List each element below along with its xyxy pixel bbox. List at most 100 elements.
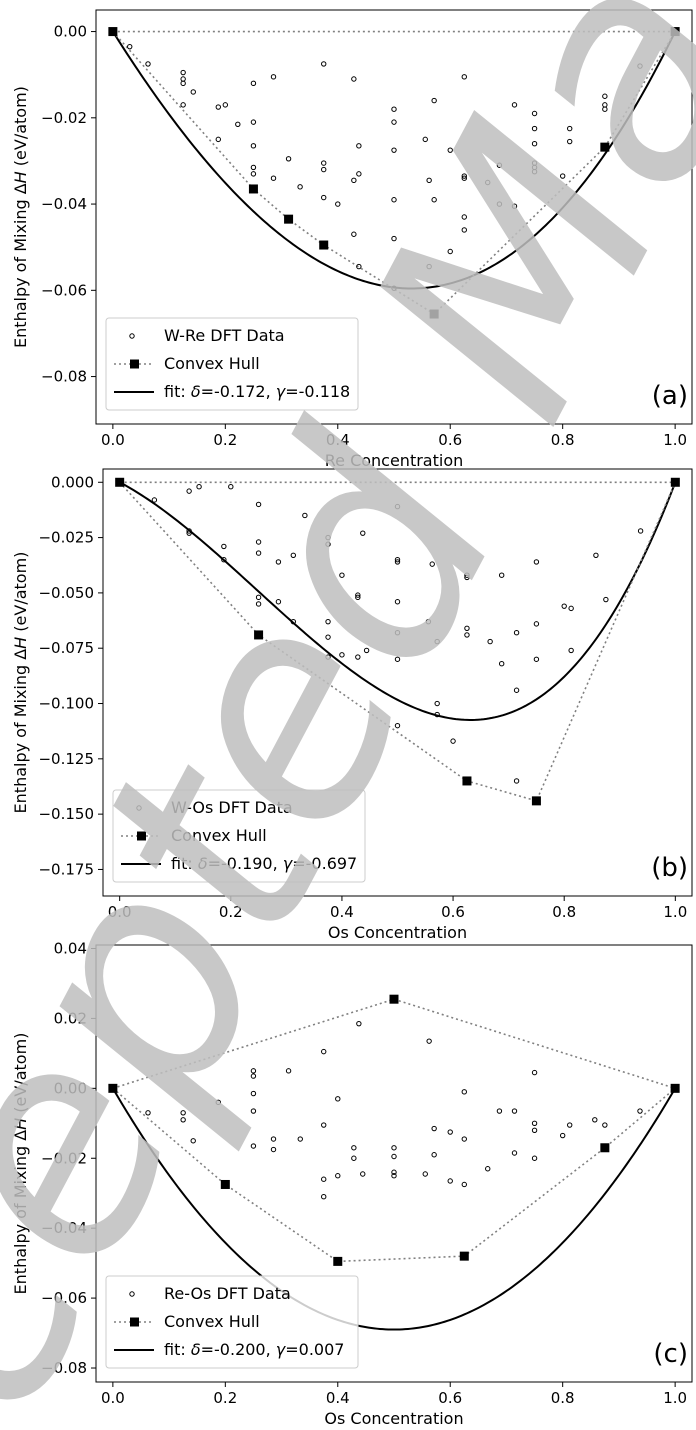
dft-data-point — [426, 1038, 432, 1044]
dft-data-point — [394, 630, 401, 636]
legend-label-fit: fit: δ=-0.172, γ=-0.118 — [164, 382, 350, 401]
dft-data-point — [222, 102, 229, 108]
dft-data-point — [394, 722, 401, 729]
y-tick-label: 0.02 — [54, 1009, 87, 1027]
dft-data-point — [180, 1117, 186, 1123]
x-tick-label: 0.6 — [438, 431, 462, 449]
dft-data-point — [250, 1068, 257, 1074]
y-tick-label: −0.06 — [41, 281, 87, 299]
dft-data-point — [321, 1122, 327, 1128]
y-tick-label: −0.02 — [41, 1149, 87, 1167]
x-tick-label: 0.8 — [551, 1389, 575, 1407]
x-tick-label: 0.6 — [438, 1389, 462, 1407]
dft-data-point — [461, 175, 467, 181]
dft-data-point — [461, 1136, 467, 1142]
y-tick-label: 0.00 — [54, 1079, 87, 1097]
dft-data-point — [321, 1194, 327, 1200]
legend-label-dft: W-Re DFT Data — [164, 326, 285, 345]
x-axis-label: Re Concentration — [325, 451, 464, 470]
dft-data-point — [180, 102, 186, 108]
dft-data-point — [513, 687, 520, 693]
y-axis-label: Enthalpy of Mixing ΔH (eV/atom) — [11, 86, 30, 348]
dft-data-point — [426, 177, 432, 184]
dft-data-point — [290, 552, 297, 558]
dft-data-point — [335, 1173, 341, 1179]
dft-data-point — [391, 147, 397, 153]
dft-data-point — [464, 632, 470, 638]
dft-data-point — [270, 175, 277, 181]
dft-data-point — [302, 512, 308, 519]
plot-frame — [95, 944, 693, 1383]
dft-data-point — [321, 160, 327, 166]
convex-hull-marker — [600, 142, 610, 152]
x-tick-label: 0.6 — [441, 903, 465, 921]
dft-data-point — [180, 69, 186, 76]
panel-label: (a) — [652, 381, 688, 411]
x-tick-label: 0.0 — [101, 1389, 125, 1407]
fit-curve — [112, 1087, 676, 1331]
dft-data-point — [275, 599, 282, 605]
dft-data-point — [391, 106, 397, 112]
dft-data-point — [394, 599, 401, 605]
y-tick-label: −0.175 — [38, 860, 94, 878]
dft-data-point — [270, 1146, 277, 1153]
dft-data-point — [559, 173, 566, 179]
dft-data-point — [602, 93, 608, 99]
dft-data-point — [391, 119, 397, 125]
dft-data-point — [592, 1117, 598, 1123]
dft-data-point — [602, 106, 608, 112]
dft-data-point — [391, 1145, 397, 1151]
dft-data-point — [511, 1108, 518, 1114]
dft-data-point — [290, 618, 297, 625]
convex-hull-marker — [248, 184, 258, 194]
dft-data-point — [434, 711, 440, 718]
dft-data-point — [351, 76, 357, 82]
dft-data-point — [511, 1150, 518, 1156]
y-tick-label: −0.02 — [41, 109, 87, 127]
dft-data-point — [325, 654, 331, 660]
y-tick-label: −0.04 — [41, 1219, 87, 1237]
dft-data-point — [394, 559, 401, 565]
legend-label-fit: fit: δ=-0.190, γ=-0.697 — [171, 854, 357, 873]
dft-data-point — [450, 738, 456, 744]
convex-hull-marker — [670, 1083, 680, 1093]
dft-data-point — [196, 483, 202, 490]
legend-hull-marker — [130, 359, 139, 369]
x-tick-label: 0.2 — [219, 903, 243, 921]
convex-hull-marker — [319, 240, 329, 250]
dft-data-point — [391, 1153, 397, 1160]
dft-data-point — [391, 197, 397, 203]
dft-data-point — [355, 594, 361, 601]
legend-dft-marker — [136, 805, 142, 811]
legend-frame — [112, 789, 366, 883]
dft-data-point — [363, 647, 370, 654]
dft-data-point — [637, 1108, 643, 1114]
dft-data-point — [145, 61, 151, 67]
plot-frame — [102, 468, 693, 897]
dft-data-point — [321, 61, 327, 67]
x-tick-label: 0.2 — [213, 431, 237, 449]
legend-dft-marker — [129, 1291, 135, 1297]
dft-data-point — [321, 166, 327, 173]
dft-data-point — [426, 263, 432, 270]
convex-hull-marker — [459, 1251, 469, 1261]
dft-data-point — [250, 1108, 257, 1114]
dft-data-point — [447, 1129, 453, 1135]
dft-data-point — [422, 1171, 428, 1177]
y-axis-label: Enthalpy of Mixing ΔH (eV/atom) — [11, 1033, 30, 1295]
dft-data-point — [637, 528, 644, 534]
dft-data-point — [531, 1120, 538, 1126]
dft-data-point — [351, 177, 357, 184]
panel-label: (b) — [651, 853, 688, 883]
dft-data-point — [270, 1136, 277, 1142]
dft-data-point — [215, 104, 221, 110]
y-tick-label: −0.04 — [41, 195, 87, 213]
x-axis-label: Os Concentration — [328, 923, 467, 942]
dft-data-point — [215, 136, 221, 143]
dft-data-point — [531, 1155, 538, 1161]
x-axis-label: Os Concentration — [324, 1409, 463, 1428]
dft-data-point — [250, 164, 257, 171]
legend-label-hull: Convex Hull — [164, 1312, 260, 1331]
dft-data-point — [431, 97, 437, 104]
